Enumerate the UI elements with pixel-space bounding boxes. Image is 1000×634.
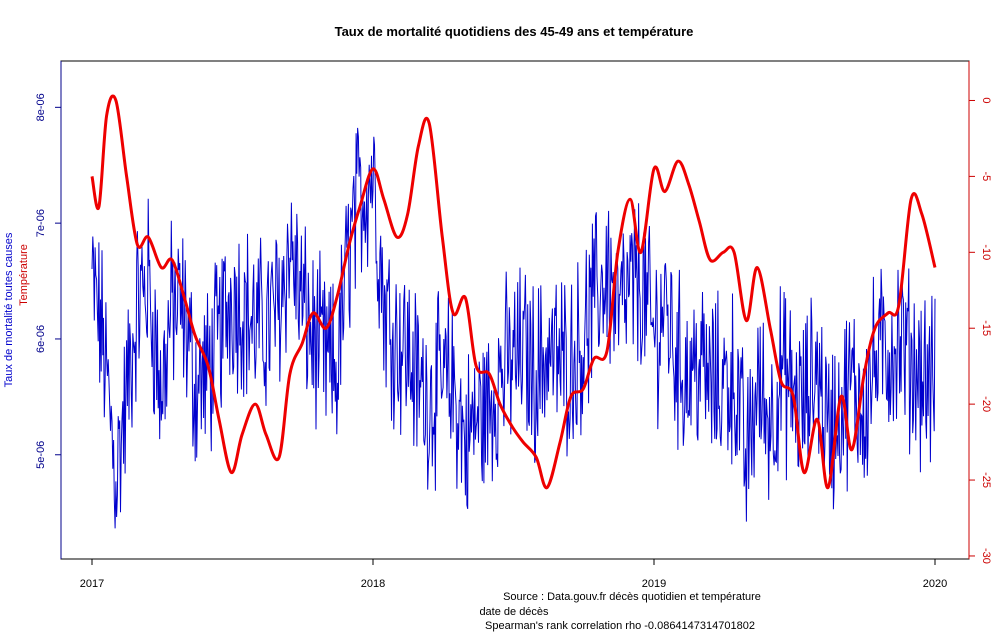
- left-tick-label: 5e-06: [35, 441, 47, 469]
- x-tick-label: 2017: [80, 578, 104, 590]
- x-axis-ticks: 2017 2018 2019 2020: [80, 559, 947, 590]
- right-tick-label: -20: [980, 396, 992, 412]
- x-tick-label: 2019: [642, 578, 666, 590]
- x-axis-label: date de décès: [479, 606, 549, 618]
- correlation-caption: Spearman's rank correlation rho -0.08641…: [485, 620, 755, 632]
- right-axis-label: Température: [18, 244, 30, 306]
- right-tick-label: 0: [980, 97, 992, 103]
- right-tick-label: -15: [980, 320, 992, 336]
- left-tick-label: 8e-06: [35, 93, 47, 121]
- right-tick-label: -5: [980, 171, 992, 181]
- temperature-line: [90, 94, 937, 490]
- right-tick-label: -25: [980, 472, 992, 488]
- right-axis-ticks: 0 -5 -10 -15 -20 -25 -30: [969, 97, 992, 564]
- left-tick-label: 6e-06: [35, 325, 47, 353]
- x-tick-label: 2018: [361, 578, 385, 590]
- right-tick-label: -30: [980, 548, 992, 564]
- left-tick-label: 7e-06: [35, 209, 47, 237]
- right-tick-label: -10: [980, 244, 992, 260]
- source-caption: Source : Data.gouv.fr décès quotidien et…: [503, 591, 761, 603]
- chart-title: Taux de mortalité quotidiens des 45-49 a…: [335, 24, 694, 39]
- x-tick-label: 2020: [923, 578, 947, 590]
- mortality-rate-line: [91, 127, 936, 529]
- left-axis-label: Taux de mortalité toutes causes: [3, 232, 15, 387]
- left-axis-ticks: 5e-06 6e-06 7e-06 8e-06: [35, 93, 61, 469]
